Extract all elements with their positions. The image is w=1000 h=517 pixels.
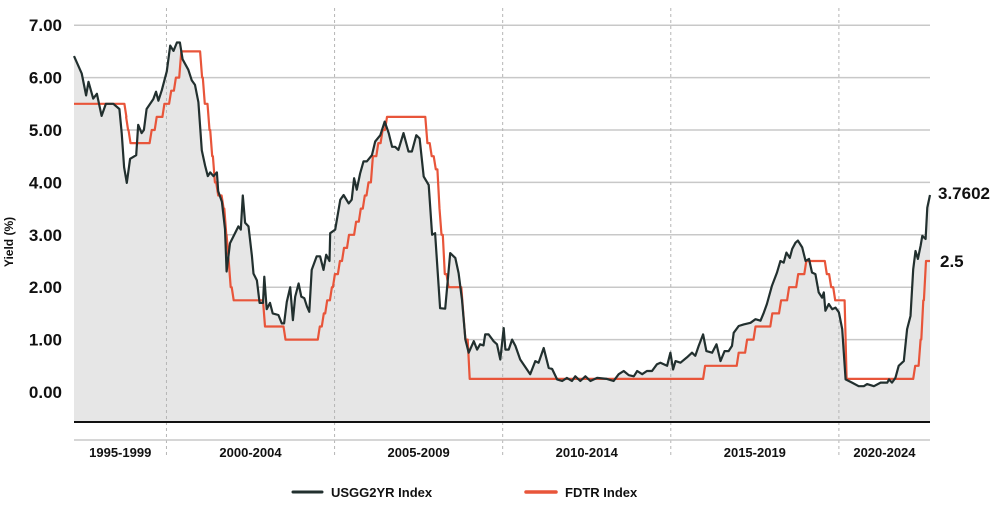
usgg2yr-series-line — [72, 41, 932, 388]
legend-label-usgg2yr: USGG2YR Index — [331, 485, 433, 500]
x-period-label: 2005-2009 — [388, 445, 450, 460]
usgg2yr-area-fill — [74, 42, 930, 422]
legend-label-fdtr: FDTR Index — [565, 485, 638, 500]
y-tick-label: 0.00 — [29, 383, 62, 402]
fdtr-last-value-label: 2.5 — [940, 252, 964, 271]
x-period-label: 2020-2024 — [853, 445, 916, 460]
y-axis-ticks: 7.00 6.00 5.00 4.00 3.00 2.00 1.00 0.00 — [29, 16, 62, 402]
x-period-label: 2015-2019 — [724, 445, 786, 460]
x-axis-period-labels: 1995-1999 2000-2004 2005-2009 2010-2014 2015… — [89, 445, 916, 460]
period-dividers — [165, 8, 840, 456]
x-period-label: 2000-2004 — [219, 445, 282, 460]
y-tick-label: 6.00 — [29, 69, 62, 88]
y-tick-label: 5.00 — [29, 121, 62, 140]
y-axis-label: Yield (%) — [2, 217, 16, 267]
usgg2yr-last-value-label: 3.7602 — [938, 184, 990, 203]
fdtr-series-line — [74, 50, 930, 380]
x-period-label: 1995-1999 — [89, 445, 151, 460]
legend-item-fdtr[interactable]: FDTR Index — [524, 485, 638, 500]
legend: USGG2YR Index FDTR Index — [291, 485, 638, 500]
y-tick-label: 3.00 — [29, 226, 62, 245]
x-period-label: 2010-2014 — [556, 445, 619, 460]
y-tick-label: 1.00 — [29, 331, 62, 350]
y-tick-label: 7.00 — [29, 16, 62, 35]
y-tick-label: 4.00 — [29, 173, 62, 192]
legend-item-usgg2yr[interactable]: USGG2YR Index — [291, 485, 433, 500]
y-tick-label: 2.00 — [29, 278, 62, 297]
